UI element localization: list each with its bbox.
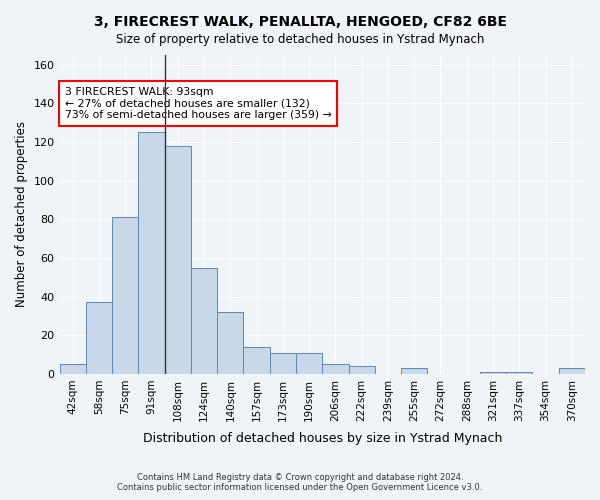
Bar: [112, 218, 139, 374]
Text: Size of property relative to detached houses in Ystrad Mynach: Size of property relative to detached ho…: [116, 32, 484, 46]
Text: 3 FIRECREST WALK: 93sqm
← 27% of detached houses are smaller (132)
73% of semi-d: 3 FIRECREST WALK: 93sqm ← 27% of detache…: [65, 87, 332, 120]
Bar: [480, 372, 506, 374]
Bar: [270, 352, 296, 374]
Y-axis label: Number of detached properties: Number of detached properties: [15, 122, 28, 308]
Bar: [86, 302, 112, 374]
Bar: [244, 347, 270, 374]
Bar: [506, 372, 532, 374]
Bar: [559, 368, 585, 374]
Bar: [401, 368, 427, 374]
Bar: [139, 132, 164, 374]
Bar: [349, 366, 375, 374]
Bar: [296, 352, 322, 374]
Bar: [191, 268, 217, 374]
Text: 3, FIRECREST WALK, PENALLTA, HENGOED, CF82 6BE: 3, FIRECREST WALK, PENALLTA, HENGOED, CF…: [94, 15, 506, 29]
Bar: [164, 146, 191, 374]
X-axis label: Distribution of detached houses by size in Ystrad Mynach: Distribution of detached houses by size …: [143, 432, 502, 445]
Bar: [217, 312, 244, 374]
Bar: [59, 364, 86, 374]
Bar: [322, 364, 349, 374]
Text: Contains HM Land Registry data © Crown copyright and database right 2024.
Contai: Contains HM Land Registry data © Crown c…: [118, 473, 482, 492]
